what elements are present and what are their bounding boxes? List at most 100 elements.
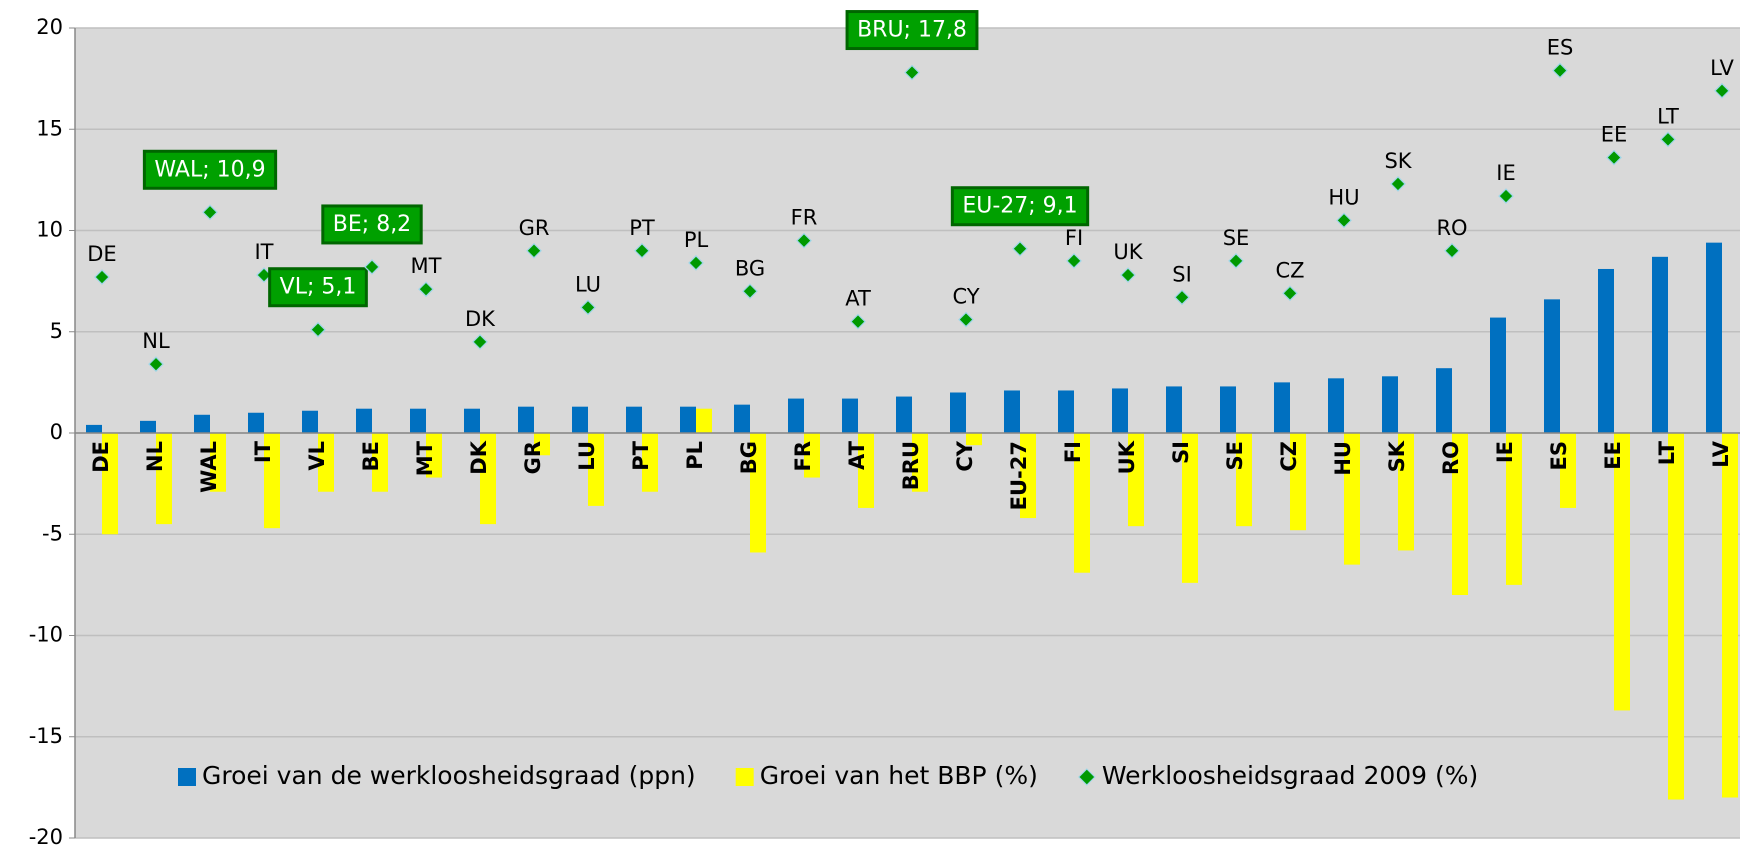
bar	[1290, 433, 1306, 531]
x-tick-label: BG	[737, 441, 761, 474]
y-tick-label: 15	[36, 116, 63, 140]
point	[1444, 242, 1460, 259]
legend-swatch	[1078, 768, 1096, 786]
point	[796, 232, 812, 249]
point-label: LT	[1657, 104, 1679, 128]
bar	[194, 414, 210, 433]
point-label: CY	[952, 285, 979, 309]
point-label: IT	[254, 240, 273, 264]
x-tick-label: RO	[1439, 441, 1463, 475]
x-tick-label: VL	[305, 441, 329, 471]
point	[1660, 131, 1676, 148]
bar	[410, 408, 426, 433]
bar	[750, 433, 766, 553]
bar	[1112, 388, 1128, 433]
point	[1282, 285, 1298, 302]
point-label: ES	[1547, 36, 1574, 60]
bar	[1274, 382, 1290, 433]
bar	[1706, 242, 1722, 433]
bar	[210, 433, 226, 492]
point	[958, 311, 974, 328]
bar	[464, 408, 480, 433]
bar	[302, 410, 318, 433]
x-tick-label: EE	[1601, 441, 1625, 470]
bar	[1598, 268, 1614, 433]
point	[148, 356, 164, 372]
bar	[156, 433, 172, 525]
bar	[696, 408, 712, 433]
bar	[1004, 390, 1020, 433]
y-tick-label: -20	[29, 825, 63, 848]
bar	[1344, 433, 1360, 565]
point	[688, 255, 704, 271]
point-label: CZ	[1275, 258, 1304, 282]
x-tick-label: CZ	[1277, 441, 1301, 472]
x-tick-label: PL	[683, 441, 707, 470]
x-tick-label: MT	[413, 440, 437, 476]
point-label: DK	[465, 307, 496, 331]
point	[94, 269, 110, 285]
point-label: SK	[1384, 149, 1412, 173]
x-tick-label: EU-27	[1007, 441, 1031, 510]
point	[634, 242, 650, 259]
bar	[1182, 433, 1198, 583]
x-tick-label: LT	[1655, 440, 1679, 465]
x-tick-label: NL	[143, 441, 167, 472]
bar	[1544, 299, 1560, 433]
bar	[1020, 433, 1036, 519]
bar	[734, 404, 750, 433]
bar	[1614, 433, 1630, 711]
point	[1066, 253, 1082, 269]
x-tick-label: WAL	[197, 441, 221, 493]
bar	[248, 412, 264, 433]
bar	[1382, 376, 1398, 433]
point-label: NL	[142, 329, 170, 353]
point-label: HU	[1328, 185, 1359, 209]
bar	[1128, 433, 1144, 527]
y-tick-label: -15	[29, 724, 63, 748]
bar	[788, 398, 804, 433]
point-label: DE	[87, 242, 116, 266]
point-label: BRU; 17,8	[857, 18, 967, 43]
x-tick-label: ES	[1547, 441, 1571, 470]
y-tick-label: 10	[36, 218, 63, 242]
bar	[572, 406, 588, 433]
y-tick-label: 0	[50, 420, 63, 444]
x-tick-label: BRU	[899, 441, 923, 490]
bar	[102, 433, 118, 535]
point	[202, 204, 218, 221]
bar	[1668, 433, 1684, 800]
point-label: RO	[1436, 216, 1467, 240]
bar	[588, 433, 604, 506]
bar	[1722, 433, 1738, 798]
bar	[950, 392, 966, 433]
label-box	[950, 186, 1090, 227]
bar	[480, 433, 496, 525]
point-label: WAL; 10,9	[154, 157, 265, 182]
bar	[912, 433, 928, 492]
point-label: FI	[1065, 226, 1083, 250]
point-label: AT	[845, 287, 871, 311]
point-label: LV	[1710, 56, 1734, 80]
point	[580, 299, 596, 316]
label-box	[142, 149, 278, 190]
bar	[1506, 433, 1522, 585]
bar	[804, 433, 820, 478]
point-label: FR	[791, 206, 818, 230]
x-tick-label: IT	[251, 440, 275, 463]
y-tick-label: -5	[42, 521, 63, 545]
point	[526, 242, 542, 259]
bar	[1058, 390, 1074, 433]
x-tick-label: LV	[1709, 440, 1733, 467]
point	[1606, 149, 1622, 166]
x-tick-label: HU	[1331, 441, 1355, 476]
point-label: PT	[629, 216, 655, 240]
bar	[1398, 433, 1414, 551]
x-tick-label: FI	[1061, 441, 1085, 463]
x-tick-label: GR	[521, 441, 545, 474]
bar	[1236, 433, 1252, 527]
x-tick-label: DK	[467, 440, 491, 474]
point	[1228, 253, 1244, 269]
y-tick-label: 5	[50, 319, 63, 343]
